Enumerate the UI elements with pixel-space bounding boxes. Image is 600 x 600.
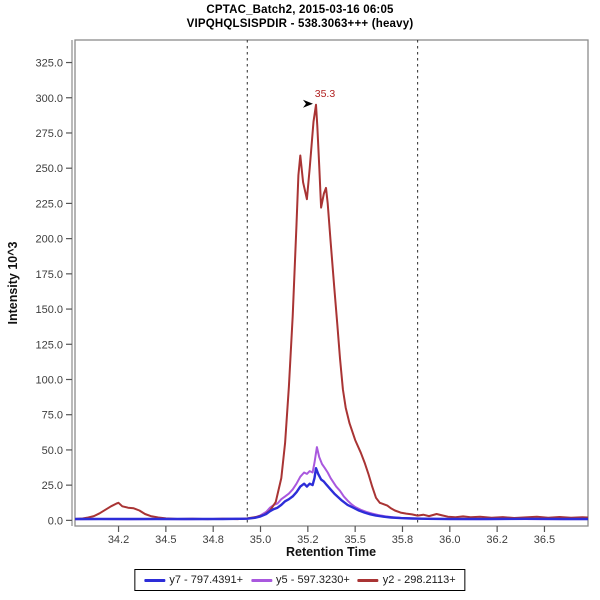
- plot-area[interactable]: [74, 39, 589, 527]
- y-tick-label: 275.0: [35, 128, 63, 140]
- y-tick-label: 200.0: [35, 234, 63, 246]
- x-axis-ticks: 34.2 34.5 34.8 35.0 35.2 35.5 35.8 36.0 36.2 36.5: [108, 526, 555, 546]
- trace-y7: [75, 467, 588, 521]
- apex-arrow-icon: [302, 99, 313, 108]
- y-axis-ticks: 0.0 25.0 50.0 75.0 100.0 125.0 150.0 175.0 200.0…: [35, 58, 72, 527]
- x-tick-label: 34.8: [202, 534, 223, 546]
- y-tick-label: 0.0: [48, 515, 63, 527]
- x-tick-label: 36.5: [534, 534, 555, 546]
- x-tick-label: 34.2: [108, 534, 129, 546]
- x-tick-label: 35.5: [344, 534, 365, 546]
- legend-item: y5 - 597.3230+: [251, 574, 350, 586]
- chart-title: CPTAC_Batch2, 2015-03-16 06:05: [206, 4, 394, 16]
- x-tick-label: 35.0: [250, 534, 271, 546]
- legend-item-label: y7 - 797.4391+: [169, 574, 244, 586]
- chart-subtitle: VIPQHQLSISPDIR - 538.3063+++ (heavy): [186, 18, 414, 30]
- legend-item-label: y5 - 597.3230+: [276, 574, 350, 586]
- x-tick-label: 35.2: [297, 534, 318, 546]
- y-tick-label: 175.0: [35, 269, 63, 281]
- legend: y7 - 797.4391+ y5 - 597.3230+ y2 - 298.211…: [134, 569, 466, 591]
- chromatogram-traces: [75, 103, 588, 521]
- x-tick-label: 35.8: [392, 534, 413, 546]
- y-tick-label: 300.0: [35, 93, 63, 105]
- y-tick-label: 250.0: [35, 163, 63, 175]
- x-tick-label: 34.5: [155, 534, 176, 546]
- x-tick-label: 36.2: [486, 534, 507, 546]
- x-tick-label: 36.0: [439, 534, 460, 546]
- legend-line-swatch: [144, 578, 166, 582]
- chart-title-block: CPTAC_Batch2, 2015-03-16 06:05 VIPQHQLSI…: [0, 3, 600, 31]
- y-tick-label: 100.0: [35, 374, 63, 386]
- y-axis-title: Intensity 10^3: [6, 241, 20, 325]
- legend-item-label: y2 - 298.2113+: [382, 574, 456, 586]
- legend-item: y2 - 298.2113+: [357, 574, 456, 586]
- y-tick-label: 75.0: [42, 410, 63, 422]
- legend-line-swatch: [357, 578, 379, 582]
- y-tick-label: 25.0: [42, 480, 63, 492]
- y-tick-label: 325.0: [35, 58, 63, 70]
- y-tick-label: 225.0: [35, 198, 63, 210]
- legend-line-swatch: [251, 578, 273, 582]
- x-axis-title: Retention Time: [285, 545, 377, 559]
- legend-item: y7 - 797.4391+: [144, 574, 243, 586]
- y-tick-label: 150.0: [35, 304, 63, 316]
- y-tick-label: 125.0: [35, 339, 63, 351]
- apex-rt-label: 35.3: [315, 88, 336, 100]
- trace-y2: [75, 103, 588, 521]
- y-tick-label: 50.0: [42, 445, 63, 457]
